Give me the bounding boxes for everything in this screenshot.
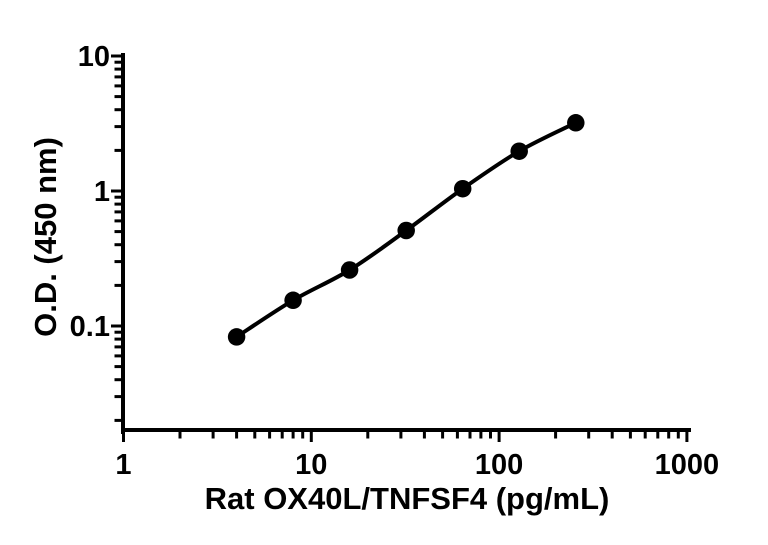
data-point	[340, 261, 359, 279]
ticks-group	[111, 54, 689, 442]
tick-labels-group: 1 10 100 1000 10 1 0.1	[70, 41, 719, 481]
x-tick-label: 1000	[655, 449, 720, 481]
x-tick-label: 100	[475, 449, 523, 481]
data-point	[510, 142, 528, 160]
data-point	[453, 179, 472, 198]
data-point	[567, 114, 585, 132]
y-tick-label: 1	[94, 176, 110, 208]
y-axis-title: O.D. (450 nm)	[28, 137, 63, 337]
x-tick-label: 1	[115, 449, 131, 481]
data-point	[397, 221, 415, 240]
curve-group	[227, 114, 585, 346]
axes-group	[121, 53, 691, 434]
x-tick-label: 10	[295, 449, 327, 481]
y-tick-label: 0.1	[70, 311, 110, 343]
data-point	[284, 291, 302, 310]
x-axis-title: Rat OX40L/TNFSF4 (pg/mL)	[205, 481, 610, 516]
data-point	[227, 328, 246, 346]
y-tick-label: 10	[78, 41, 110, 73]
